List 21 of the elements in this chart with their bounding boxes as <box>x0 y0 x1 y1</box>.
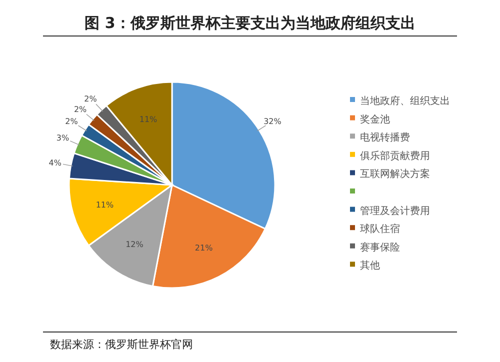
data-label: 11% <box>96 200 114 210</box>
legend-label: 赛事保险 <box>360 241 400 254</box>
legend-label: 球队住宿 <box>360 223 400 236</box>
data-label: 2% <box>74 105 88 114</box>
legend-label: 互联网解决方案 <box>360 168 430 180</box>
data-label: 12% <box>126 240 144 250</box>
data-label: 11% <box>139 115 158 124</box>
data-label: 4% <box>48 158 62 168</box>
legend-label: 奖金池 <box>360 113 390 126</box>
legend-label: 管理及会计费用 <box>360 204 430 217</box>
legend-label: 当地政府、组织支出 <box>360 95 450 107</box>
data-label: 2% <box>84 94 98 104</box>
data-label: 3% <box>56 134 70 143</box>
legend-label: 其他 <box>360 260 380 272</box>
data-label: 2% <box>65 117 78 126</box>
data-label: 32% <box>264 117 282 126</box>
source-note: 数据来源：俄罗斯世界杯官网 <box>50 338 193 351</box>
chart-title: 图 3：俄罗斯世界杯主要支出为当地政府组织支出 <box>84 14 416 32</box>
legend-label: 电视转播费 <box>360 132 410 144</box>
legend-label: 俱乐部贡献费用 <box>360 150 430 162</box>
data-label: 21% <box>194 243 214 252</box>
